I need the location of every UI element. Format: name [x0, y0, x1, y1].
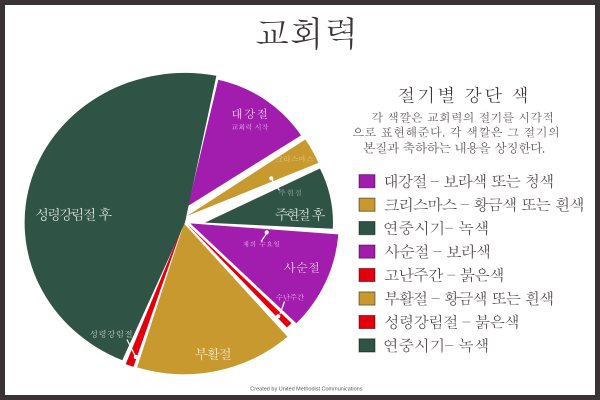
- svg-text:Created by United Methodist Co: Created by United Methodist Communicatio…: [250, 386, 362, 392]
